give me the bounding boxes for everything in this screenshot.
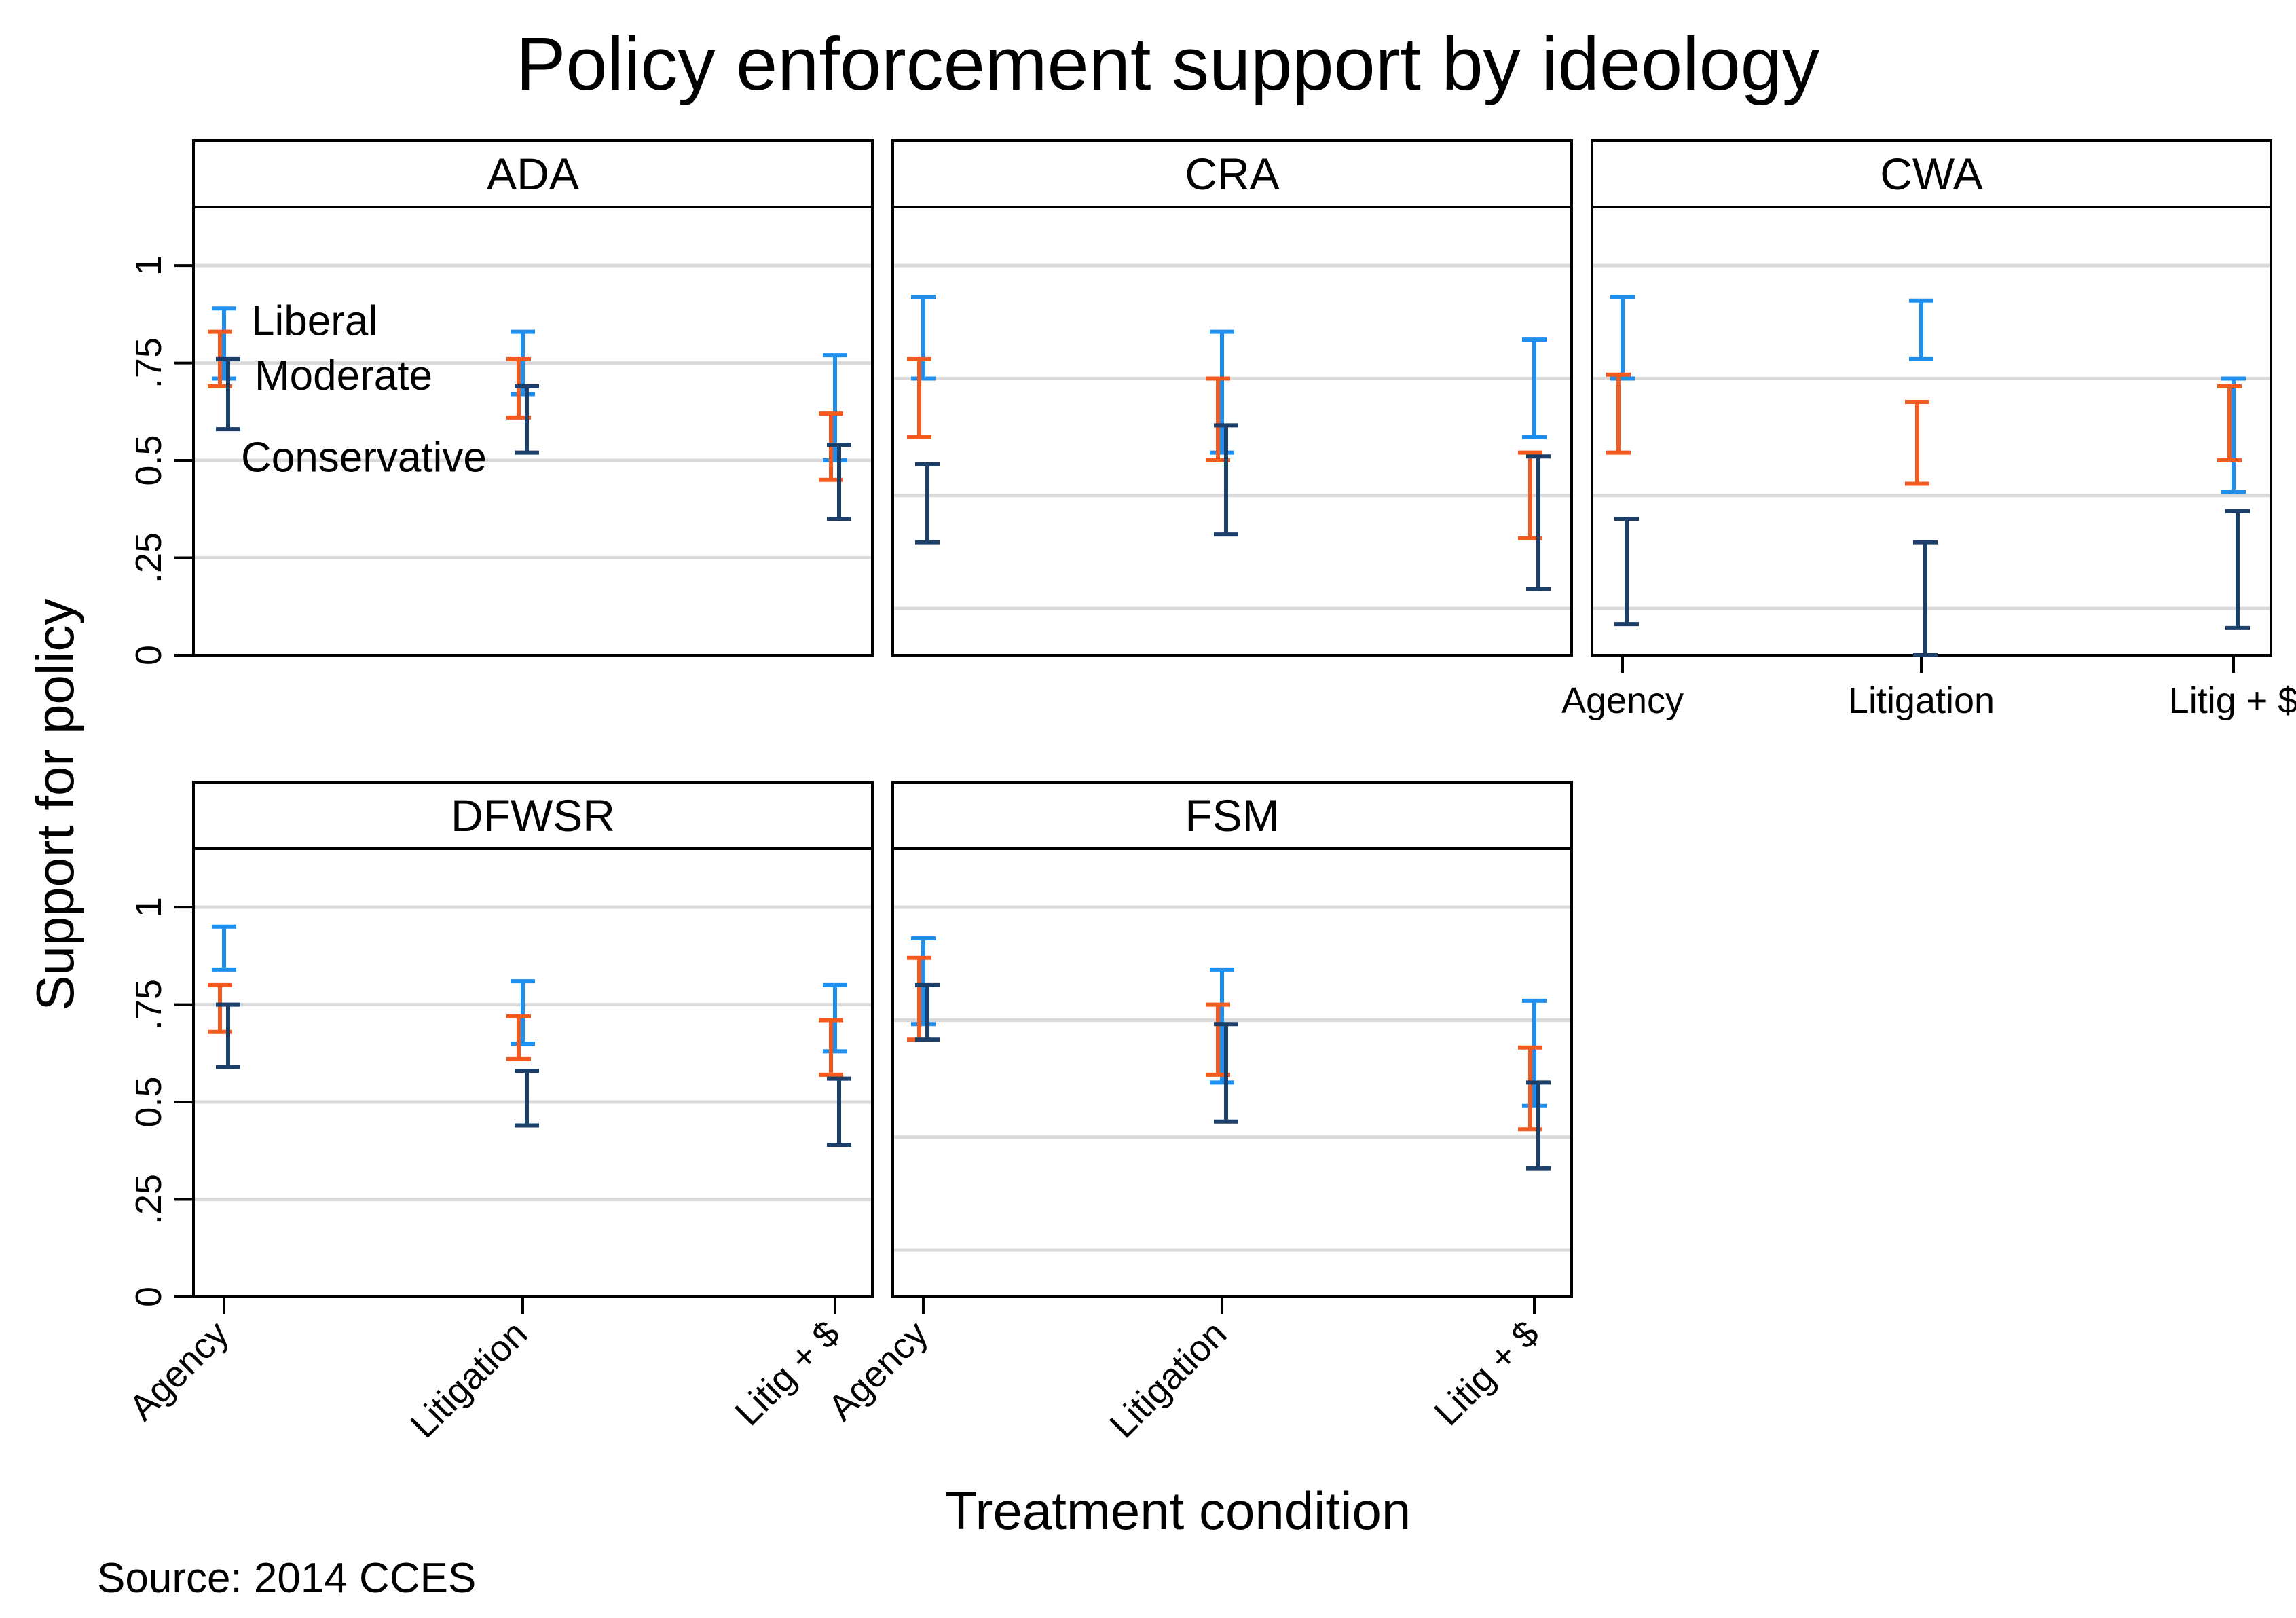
series-moderate-dfwsr [208, 982, 843, 1077]
panel-frame-dfwsr [192, 847, 874, 1298]
error-bar-conservative-litig [827, 1076, 851, 1147]
panel-title-cra: CRA [1185, 149, 1279, 199]
error-bar-liberal-litigation [1909, 298, 1933, 361]
y-tick-label: 1 [128, 255, 169, 276]
error-bar-conservative-agency [216, 1002, 240, 1069]
x-tick-label: Agency [1561, 680, 1684, 721]
error-bar-conservative-litigation [515, 1069, 539, 1128]
series-moderate-cra [907, 356, 1542, 540]
error-bar-liberal-agency [911, 295, 936, 381]
series-conservative-cra [915, 423, 1551, 591]
legend-item-liberal: Liberal [251, 297, 377, 344]
error-bar-conservative-litig [1526, 454, 1551, 591]
panel-cra: CRA [891, 139, 1573, 657]
x-tick-label: Litigation [1848, 680, 1995, 721]
error-bar-liberal-litigation [1210, 329, 1234, 455]
error-bar-conservative-agency [915, 982, 940, 1042]
panel-strip-fsm [891, 781, 1573, 850]
error-bar-liberal-agency [1610, 295, 1635, 381]
source-note: Source: 2014 CCES [97, 1555, 476, 1602]
error-bar-liberal-agency [212, 306, 236, 381]
error-bar-liberal-litigation [511, 979, 535, 1046]
x-axis-label: Treatment condition [945, 1481, 1411, 1541]
error-bar-conservative-litig [827, 443, 851, 521]
error-bar-conservative-agency [216, 356, 240, 432]
error-bar-liberal-litig [1522, 998, 1547, 1108]
panel-cwa: CWA Agency Litigation Litig + $ [1561, 139, 2296, 721]
series-conservative-fsm [915, 982, 1551, 1171]
y-tick-label: 0.5 [128, 1077, 169, 1128]
error-bar-conservative-litig [2225, 509, 2250, 630]
series-liberal-cwa [1610, 295, 2246, 494]
y-tick-label: 0 [128, 645, 169, 665]
y-tick-label: 0 [128, 1287, 169, 1307]
error-bar-liberal-agency [212, 924, 236, 972]
y-tick-label: .25 [128, 532, 169, 583]
series-liberal-ada [212, 306, 847, 463]
y-tick-label: .25 [128, 1174, 169, 1225]
y-tick-label: 0.5 [128, 435, 169, 486]
panel-frame-ada [192, 206, 874, 657]
error-bar-conservative-litigation [515, 384, 539, 455]
error-bar-conservative-litigation [1214, 423, 1238, 537]
series-moderate-fsm [907, 955, 1542, 1132]
error-bar-moderate-litigation [506, 1014, 531, 1061]
panel-strip-dfwsr [192, 781, 874, 850]
chart-title: Policy enforcement support by ideology [516, 22, 1819, 106]
panel-frame-cra [891, 206, 1573, 657]
error-bar-liberal-litigation [511, 329, 535, 397]
error-bar-liberal-litig [2221, 376, 2246, 494]
error-bar-conservative-agency [915, 462, 940, 545]
panel-title-cwa: CWA [1880, 149, 1983, 199]
legend-item-moderate: Moderate [255, 352, 432, 399]
error-bar-conservative-agency [1614, 517, 1639, 627]
panel-title-ada: ADA [487, 149, 579, 199]
error-bar-liberal-agency [911, 936, 936, 1027]
y-tick-label: 1 [128, 897, 169, 917]
error-bar-moderate-agency [907, 356, 931, 439]
error-bar-conservative-litigation [1214, 1022, 1238, 1124]
error-bar-conservative-litig [1526, 1080, 1551, 1171]
legend-item-conservative: Conservative [241, 434, 487, 481]
error-bar-moderate-litigation [1905, 399, 1929, 486]
series-liberal-fsm [911, 936, 1547, 1108]
y-tick-label: .75 [128, 979, 169, 1030]
error-bar-liberal-litig [1522, 337, 1547, 439]
error-bar-conservative-litigation [1913, 540, 1938, 657]
y-tick-label: .75 [128, 337, 169, 388]
series-liberal-cra [911, 295, 1547, 455]
series-conservative-cwa [1614, 509, 2250, 657]
series-conservative-dfwsr [216, 1002, 851, 1147]
series-conservative-ada [216, 356, 851, 521]
panel-frame-fsm [891, 847, 1573, 1298]
panel-title-fsm: FSM [1185, 790, 1279, 841]
x-tick-label: Litig + $ [2169, 680, 2296, 721]
panel-ada: ADA 0 .25 0.5 .75 1 Liberal Moderate Conservativ… [128, 139, 874, 665]
legend: Liberal Moderate Conservative [241, 297, 487, 481]
panel-strip-cra [891, 139, 1573, 208]
error-bar-moderate-agency [1606, 372, 1631, 455]
series-moderate-cwa [1606, 372, 2242, 486]
error-bar-moderate-litig [2217, 384, 2242, 463]
panel-title-dfwsr: DFWSR [451, 790, 615, 841]
error-bar-moderate-litig [819, 1018, 843, 1077]
y-axis-label: Support for policy [25, 599, 85, 1011]
